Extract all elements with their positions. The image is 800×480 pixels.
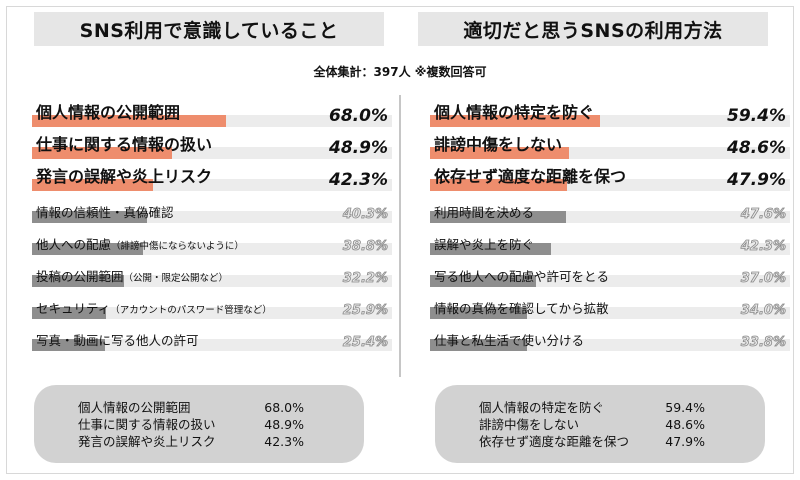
- bar-row: 個人情報の特定を防ぐ 59.4%: [430, 95, 790, 127]
- bar-value-label: 25.9%: [342, 303, 388, 319]
- bar-row: 誹謗中傷をしない 48.6%: [430, 127, 790, 159]
- summary-value: 59.4%: [665, 400, 705, 415]
- summary-value: 42.3%: [264, 434, 304, 449]
- right-bar-chart: 個人情報の特定を防ぐ 59.4% 誹謗中傷をしない 48.6% 依存せず適度な距離を保つ…: [430, 95, 790, 375]
- summary-row: 仕事に関する情報の扱い 48.9%: [34, 416, 364, 433]
- bar-label: 情報の信頼性・真偽確認: [36, 205, 174, 220]
- bar-row: 誤解や炎上を防ぐ 42.3%: [430, 223, 790, 255]
- bar: [430, 179, 567, 191]
- bar: [32, 243, 143, 255]
- bar-row: 写る他人への配慮や許可をとる 37.0%: [430, 255, 790, 287]
- bar-value-label: 59.4%: [727, 106, 786, 126]
- summary-value: 68.0%: [264, 400, 304, 415]
- bar-value-label: 48.9%: [329, 138, 388, 158]
- summary-label: 個人情報の公開範囲: [78, 400, 191, 415]
- bar-label-note: （誹謗中傷にならないように）: [111, 241, 244, 252]
- bar-value-label: 32.2%: [342, 271, 388, 287]
- summary-value: 48.6%: [665, 417, 705, 432]
- summary-row: 発言の誤解や炎上リスク 42.3%: [34, 433, 364, 450]
- right-chart-title: 適切だと思うSNSの利用方法: [418, 12, 768, 46]
- summary-value: 47.9%: [665, 434, 705, 449]
- summary-row: 依存せず適度な距離を保つ 47.9%: [435, 433, 765, 450]
- summary-row: 個人情報の公開範囲 68.0%: [34, 399, 364, 416]
- bar-label: 個人情報の公開範囲: [36, 103, 181, 122]
- bar-value-label: 48.6%: [727, 138, 786, 158]
- bar: [32, 147, 172, 159]
- bar-track: [32, 339, 392, 351]
- bar-label: 依存せず適度な距離を保つ: [434, 167, 627, 186]
- bar-row: 仕事に関する情報の扱い 48.9%: [32, 127, 392, 159]
- bar-row: 情報の真偽を確認してから拡散 34.0%: [430, 287, 790, 319]
- bar-row: 利用時間を決める 47.6%: [430, 191, 790, 223]
- bar-row: 写真・動画に写る他人の許可 25.4%: [32, 319, 392, 351]
- bar-row: 発言の誤解や炎上リスク 42.3%: [32, 159, 392, 191]
- sample-size-subtitle: 全体集計：397人 ※複数回答可: [313, 65, 487, 79]
- bar-row: 投稿の公開範囲（公開・限定公開など） 32.2%: [32, 255, 392, 287]
- bar-row: 他人への配慮（誹謗中傷にならないように） 38.8%: [32, 223, 392, 255]
- summary-label: 誹謗中傷をしない: [479, 417, 580, 432]
- bar: [430, 147, 569, 159]
- bar-label-note: （公開・限定公開など）: [123, 273, 229, 284]
- center-divider: [399, 95, 401, 377]
- bar-label: 写る他人への配慮や許可をとる: [434, 269, 610, 284]
- bar-label: 発言の誤解や炎上リスク: [36, 167, 213, 186]
- bar: [430, 339, 527, 351]
- bar: [430, 275, 536, 287]
- bar-row: 個人情報の公開範囲 68.0%: [32, 95, 392, 127]
- bar: [32, 179, 153, 191]
- summary-label: 仕事に関する情報の扱い: [78, 417, 216, 432]
- bar-value-label: 42.3%: [740, 239, 786, 255]
- summary-label: 個人情報の特定を防ぐ: [479, 400, 605, 415]
- bar-label-note: （アカウントのパスワード管理など）: [110, 305, 272, 316]
- bar-value-label: 42.3%: [329, 170, 388, 190]
- summary-label: 依存せず適度な距離を保つ: [479, 434, 630, 449]
- bar: [430, 211, 567, 223]
- bar-label: 誹謗中傷をしない: [434, 135, 563, 154]
- summary-label: 発言の誤解や炎上リスク: [78, 434, 216, 449]
- bar-value-label: 47.9%: [727, 170, 786, 190]
- bar-value-label: 33.8%: [740, 335, 786, 351]
- bar-value-label: 38.8%: [342, 239, 388, 255]
- bar: [32, 211, 148, 223]
- right-summary-box: 個人情報の特定を防ぐ 59.4% 誹謗中傷をしない 48.6% 依存せず適度な距…: [435, 385, 765, 463]
- summary-row: 個人情報の特定を防ぐ 59.4%: [435, 399, 765, 416]
- summary-row: 誹謗中傷をしない 48.6%: [435, 416, 765, 433]
- left-chart-title: SNS利用で意識していること: [34, 12, 384, 46]
- bar-label: 利用時間を決める: [434, 205, 535, 220]
- bar-label: 仕事に関する情報の扱い: [36, 135, 213, 154]
- bar-label: 投稿の公開範囲（公開・限定公開など）: [36, 269, 229, 284]
- bar: [430, 115, 600, 127]
- bar-label: 他人への配慮（誹謗中傷にならないように）: [36, 237, 244, 252]
- bar-value-label: 25.4%: [342, 335, 388, 351]
- bar: [430, 307, 528, 319]
- bar-value-label: 40.3%: [342, 207, 388, 223]
- left-summary-box: 個人情報の公開範囲 68.0% 仕事に関する情報の扱い 48.9% 発言の誤解や…: [34, 385, 364, 463]
- bar-row: セキュリティ（アカウントのパスワード管理など） 25.9%: [32, 287, 392, 319]
- bar-value-label: 37.0%: [740, 271, 786, 287]
- left-bar-chart: 個人情報の公開範囲 68.0% 仕事に関する情報の扱い 48.9% 発言の誤解や炎上リス…: [32, 95, 392, 375]
- bar-label: 写真・動画に写る他人の許可: [36, 333, 199, 348]
- bar-value-label: 47.6%: [740, 207, 786, 223]
- bar-row: 依存せず適度な距離を保つ 47.9%: [430, 159, 790, 191]
- bar-value-label: 34.0%: [740, 303, 786, 319]
- bar-value-label: 68.0%: [329, 106, 388, 126]
- bar-track: [32, 307, 392, 319]
- bar-label: 誤解や炎上を防ぐ: [434, 237, 535, 252]
- bar-label: 情報の真偽を確認してから拡散: [434, 301, 609, 316]
- bar-row: 情報の信頼性・真偽確認 40.3%: [32, 191, 392, 223]
- bar-label: 個人情報の特定を防ぐ: [434, 103, 595, 122]
- summary-value: 48.9%: [264, 417, 304, 432]
- bar: [32, 275, 125, 287]
- bar-label: セキュリティ（アカウントのパスワード管理など）: [36, 301, 272, 316]
- bar: [430, 243, 551, 255]
- bar: [32, 339, 105, 351]
- bar: [32, 307, 107, 319]
- bar-label: 仕事と私生活で使い分ける: [434, 333, 585, 348]
- bar-row: 仕事と私生活で使い分ける 33.8%: [430, 319, 790, 351]
- bar: [32, 115, 227, 127]
